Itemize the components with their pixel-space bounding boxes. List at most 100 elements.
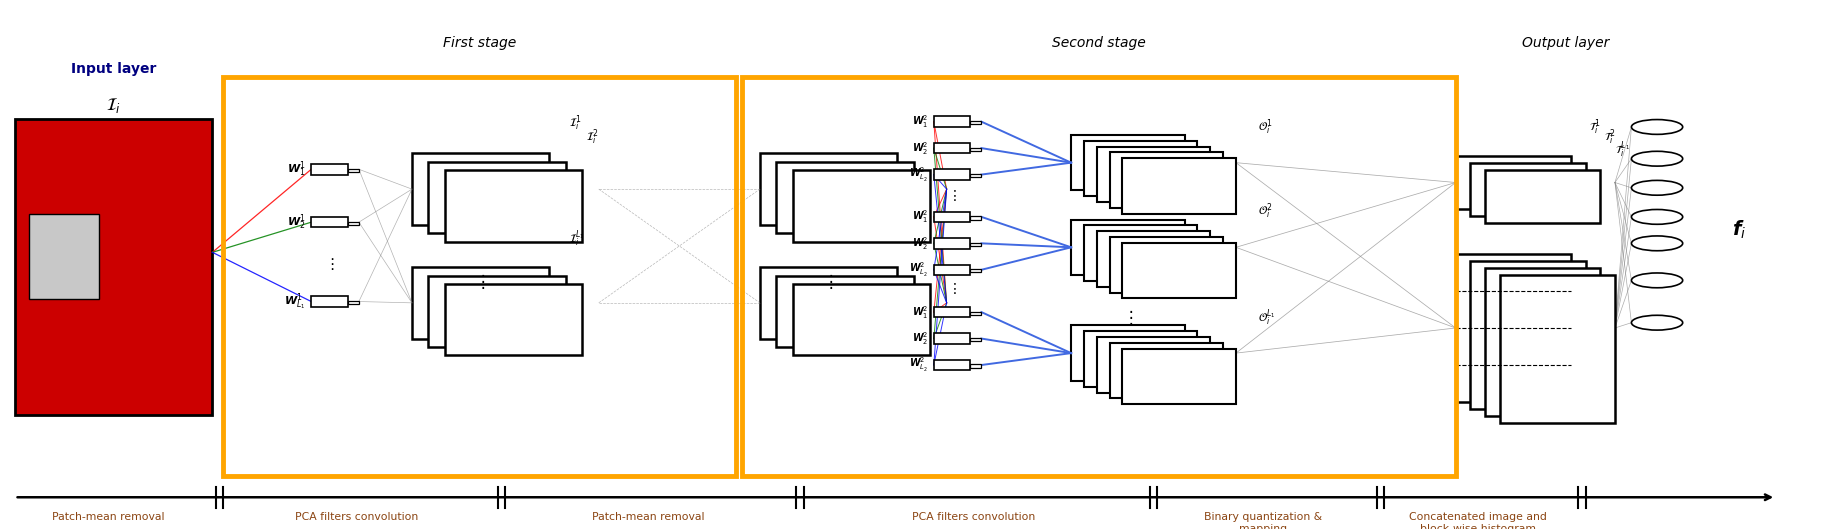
Bar: [1484, 268, 1599, 416]
Bar: [1109, 152, 1222, 208]
Bar: [970, 269, 981, 272]
Bar: [933, 169, 970, 180]
Text: $\boldsymbol{W}_{L_1}^1$: $\boldsymbol{W}_{L_1}^1$: [284, 291, 306, 312]
Bar: [1071, 325, 1184, 381]
Text: $\mathcal{O}_i^2$: $\mathcal{O}_i^2$: [1257, 202, 1272, 222]
Bar: [348, 169, 359, 172]
Bar: [933, 264, 970, 275]
Bar: [776, 276, 913, 347]
Text: Patch-mean removal: Patch-mean removal: [591, 512, 705, 522]
Bar: [970, 216, 981, 220]
Text: $\boldsymbol{W}_1^1$: $\boldsymbol{W}_1^1$: [287, 159, 306, 179]
Text: $\vdots$: $\vdots$: [822, 272, 833, 291]
Circle shape: [1631, 151, 1682, 166]
Circle shape: [1631, 273, 1682, 288]
Bar: [792, 170, 930, 242]
Text: $\vdots$: $\vdots$: [1122, 308, 1133, 327]
Text: First stage: First stage: [443, 37, 516, 50]
Circle shape: [1631, 315, 1682, 330]
Bar: [311, 217, 348, 227]
Bar: [29, 214, 99, 299]
Bar: [348, 301, 359, 304]
Text: Output layer: Output layer: [1521, 37, 1609, 50]
Text: Second stage: Second stage: [1050, 37, 1146, 50]
Bar: [348, 222, 359, 225]
Text: $\mathcal{I}_i$: $\mathcal{I}_i$: [106, 96, 121, 115]
Text: $\boldsymbol{W}_1^2$: $\boldsymbol{W}_1^2$: [911, 208, 928, 225]
Bar: [1083, 225, 1197, 281]
Circle shape: [1631, 120, 1682, 134]
Bar: [1096, 147, 1210, 202]
Bar: [970, 338, 981, 341]
Bar: [1455, 156, 1570, 209]
Bar: [970, 243, 981, 246]
Bar: [1071, 220, 1184, 275]
Bar: [759, 153, 897, 225]
Bar: [776, 162, 913, 233]
Text: $\mathcal{I}_i^1$: $\mathcal{I}_i^1$: [569, 113, 582, 133]
Bar: [741, 77, 1455, 476]
Bar: [970, 121, 981, 124]
Bar: [1096, 231, 1210, 287]
Bar: [792, 284, 930, 355]
Bar: [311, 164, 348, 175]
Bar: [970, 364, 981, 368]
Text: $\boldsymbol{W}_2^1$: $\boldsymbol{W}_2^1$: [287, 212, 306, 232]
Text: $\vdots$: $\vdots$: [946, 188, 957, 203]
Bar: [1109, 343, 1222, 398]
Text: $\boldsymbol{W}_{L_2}^2$: $\boldsymbol{W}_{L_2}^2$: [910, 356, 928, 374]
Text: $\mathcal{I}_i^{L_1}$: $\mathcal{I}_i^{L_1}$: [569, 229, 586, 250]
Bar: [1071, 135, 1184, 190]
Text: $\boldsymbol{W}_2^2$: $\boldsymbol{W}_2^2$: [911, 140, 928, 157]
Bar: [933, 212, 970, 222]
Bar: [933, 333, 970, 344]
Bar: [1122, 158, 1235, 214]
Bar: [1122, 243, 1235, 298]
Text: $\mathcal{T}_i^1$: $\mathcal{T}_i^1$: [1588, 117, 1601, 137]
Bar: [445, 170, 582, 242]
Text: Patch-mean removal: Patch-mean removal: [51, 512, 165, 522]
Text: $\mathcal{T}_i^2$: $\mathcal{T}_i^2$: [1603, 127, 1616, 148]
Bar: [428, 276, 565, 347]
Bar: [1122, 349, 1235, 404]
Bar: [1455, 254, 1570, 402]
Circle shape: [1631, 209, 1682, 224]
Bar: [15, 119, 212, 415]
Bar: [933, 116, 970, 127]
Text: $\mathcal{T}_i^{L_1}$: $\mathcal{T}_i^{L_1}$: [1614, 139, 1629, 160]
Text: Input layer: Input layer: [71, 62, 156, 76]
Text: Binary quantization &
mapping: Binary quantization & mapping: [1204, 512, 1321, 529]
Bar: [223, 77, 736, 476]
Bar: [933, 143, 970, 153]
Bar: [428, 162, 565, 233]
Bar: [445, 284, 582, 355]
Bar: [1083, 331, 1197, 387]
Text: PCA filters convolution: PCA filters convolution: [911, 512, 1036, 522]
Bar: [970, 148, 981, 151]
Bar: [759, 267, 897, 339]
Bar: [1469, 163, 1585, 216]
Circle shape: [1631, 180, 1682, 195]
Circle shape: [1631, 236, 1682, 251]
Text: $\boldsymbol{W}_{L_2}^2$: $\boldsymbol{W}_{L_2}^2$: [910, 261, 928, 279]
Bar: [311, 296, 348, 307]
Text: $\vdots$: $\vdots$: [324, 257, 335, 272]
Text: Concatenated image and
block-wise histogram: Concatenated image and block-wise histog…: [1407, 512, 1546, 529]
Text: $\boldsymbol{W}_2^2$: $\boldsymbol{W}_2^2$: [911, 330, 928, 347]
Text: $\vdots$: $\vdots$: [946, 281, 957, 296]
Bar: [970, 312, 981, 315]
Bar: [1484, 170, 1599, 223]
Bar: [1499, 275, 1614, 423]
Text: $\boldsymbol{f}_i$: $\boldsymbol{f}_i$: [1731, 219, 1746, 241]
Bar: [933, 238, 970, 249]
Text: $\boldsymbol{W}_1^2$: $\boldsymbol{W}_1^2$: [911, 113, 928, 130]
Text: $\mathcal{O}_i^{L_1}$: $\mathcal{O}_i^{L_1}$: [1257, 307, 1276, 328]
Bar: [412, 153, 549, 225]
Bar: [1096, 337, 1210, 393]
Text: PCA filters convolution: PCA filters convolution: [295, 512, 419, 522]
Text: $\vdots$: $\vdots$: [474, 272, 485, 291]
Text: $\mathcal{I}_i^2$: $\mathcal{I}_i^2$: [586, 127, 598, 148]
Bar: [412, 267, 549, 339]
Text: $\boldsymbol{W}_2^2$: $\boldsymbol{W}_2^2$: [911, 235, 928, 252]
Bar: [1109, 237, 1222, 293]
